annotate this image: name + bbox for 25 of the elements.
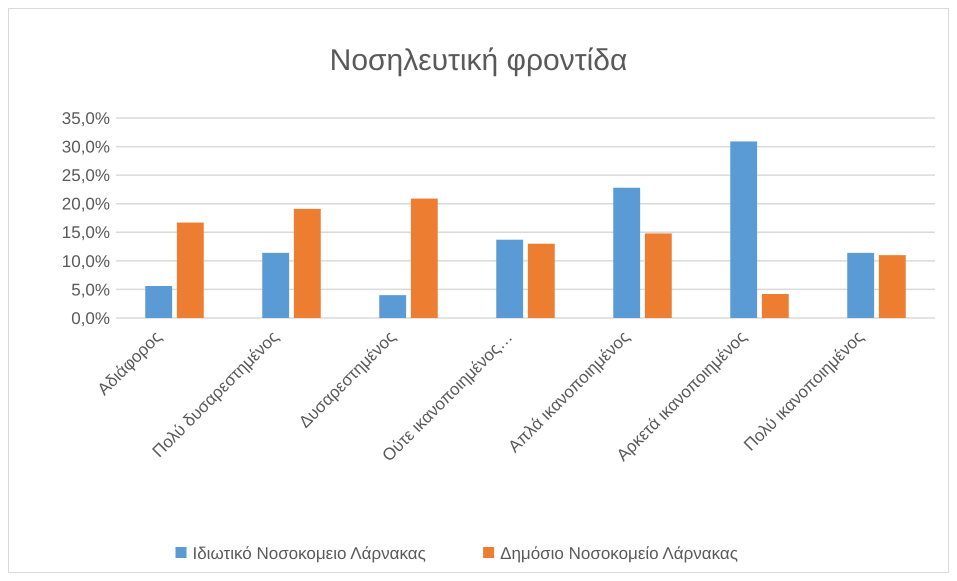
bar (294, 208, 321, 318)
bar (496, 240, 524, 318)
y-tick-label: 15,0% (62, 223, 110, 242)
bar (410, 198, 438, 318)
y-tick-label: 35,0% (62, 108, 110, 128)
bar (528, 244, 555, 318)
y-tick-label: 25,0% (62, 166, 110, 186)
bar (613, 188, 640, 318)
y-tick-label: 5,0% (71, 280, 110, 300)
legend-label: Δημόσιο Νοσοκομείο Λάρνακας (500, 544, 738, 563)
bar (878, 255, 906, 318)
y-tick-label: 10,0% (62, 252, 110, 271)
y-tick-label: 0,0% (71, 308, 110, 328)
bar (176, 222, 204, 318)
y-tick-label: 30,0% (62, 138, 110, 157)
legend-label: Ιδιωτικό Νοσοκομειο Λάρνακας (192, 544, 426, 563)
bar (730, 141, 758, 318)
bar (379, 295, 406, 318)
bar (145, 286, 172, 318)
bar (847, 252, 874, 318)
y-tick-label: 20,0% (62, 194, 110, 214)
bar (762, 294, 789, 318)
bar (262, 252, 290, 318)
chart-title: Νοσηλευτική φροντίδα (330, 44, 628, 77)
bar (644, 233, 672, 318)
